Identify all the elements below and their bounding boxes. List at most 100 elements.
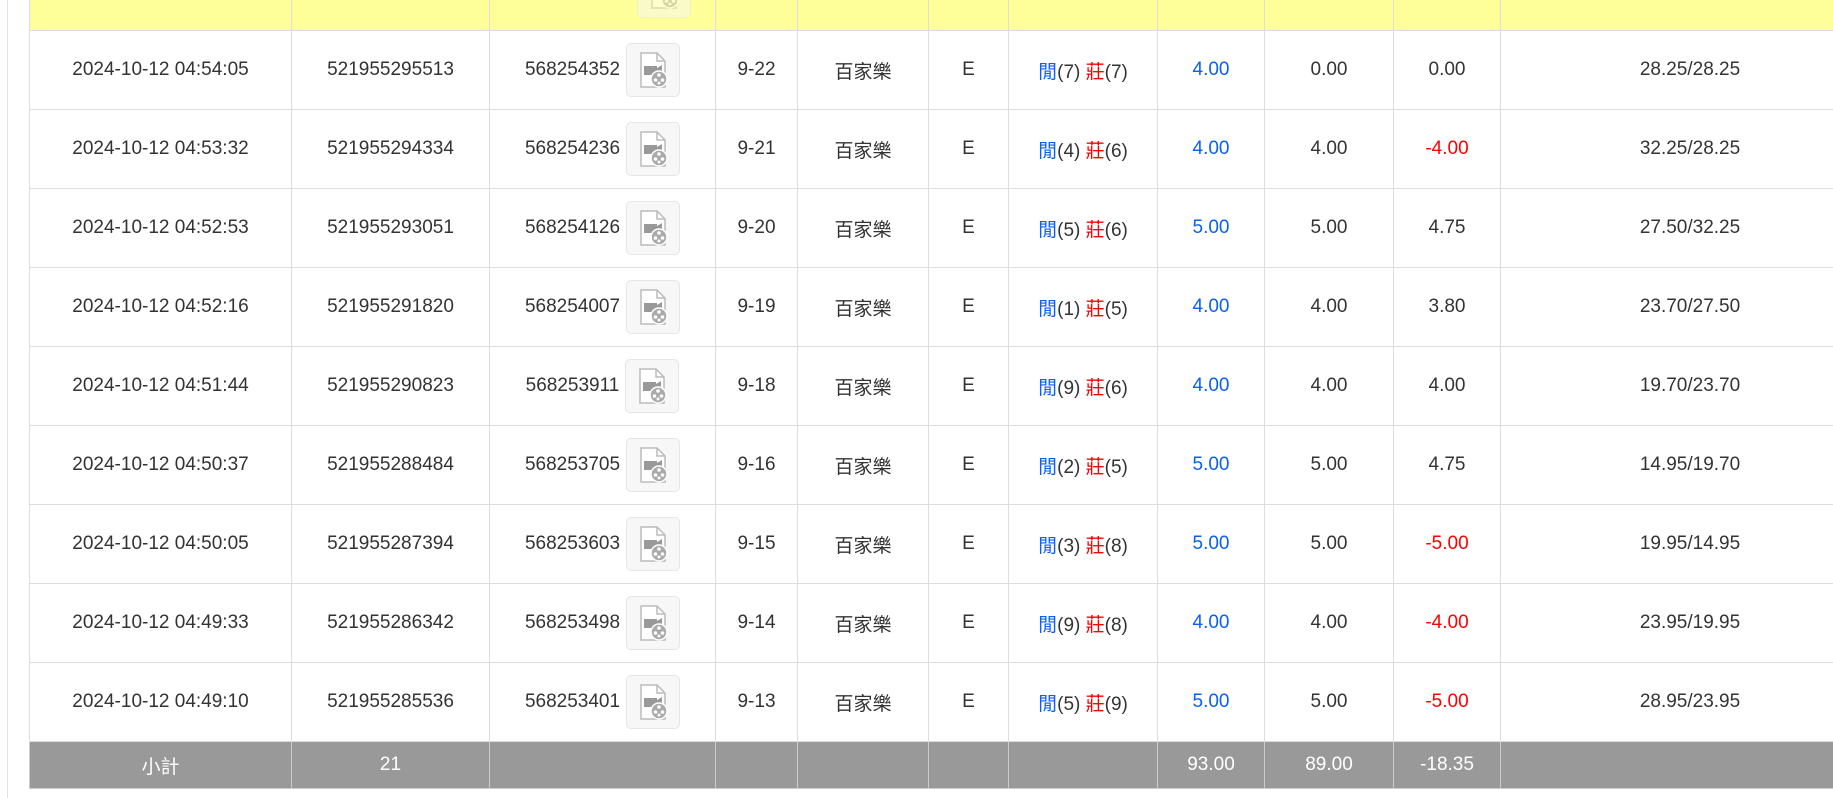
round-id: 568253705 <box>524 454 621 476</box>
balance-before-after: 28.25/28.25 <box>1500 30 1833 110</box>
table-row: 2024-10-12 04:50:37 521955288484 5682537… <box>29 425 1833 505</box>
bet-time: 2024-10-12 04:49:10 <box>29 662 292 742</box>
replay-video-icon[interactable] <box>626 675 681 729</box>
banker-label: 莊 <box>1085 140 1105 162</box>
bet-type: E <box>928 267 1009 347</box>
player-label: 閒 <box>1038 298 1058 320</box>
game-name: 百家樂 <box>797 425 929 505</box>
table-row: 2024-10-12 04:52:53 521955293051 5682541… <box>29 188 1833 268</box>
win-loss: 4.00 <box>1393 346 1501 426</box>
replay-video-icon[interactable] <box>626 201 681 255</box>
player-label: 閒 <box>1038 140 1058 162</box>
banker-points: (7) <box>1104 61 1128 83</box>
banker-label: 莊 <box>1085 456 1105 478</box>
result-cell: 閒(5) 莊(6) <box>1008 188 1158 268</box>
game-name: 百家樂 <box>797 346 929 426</box>
balance-before-after: 14.95/19.70 <box>1500 425 1833 505</box>
player-label: 閒 <box>1038 61 1058 83</box>
table-row: 2024-10-12 04:52:16 521955291820 5682540… <box>29 267 1833 347</box>
player-points: (5) <box>1057 219 1081 241</box>
banker-points: (6) <box>1104 377 1128 399</box>
bet-time: 2024-10-12 04:53:32 <box>29 109 292 189</box>
bet-type: E <box>928 504 1009 584</box>
bet-time: 2024-10-12 04:52:53 <box>29 188 292 268</box>
bet-time: 2024-10-12 04:50:05 <box>29 504 292 584</box>
page-left-border <box>7 0 8 798</box>
game-name: 百家樂 <box>797 662 929 742</box>
replay-video-icon[interactable] <box>637 0 691 18</box>
player-points: (7) <box>1057 61 1081 83</box>
round-id: 568254126 <box>524 217 621 239</box>
bet-time: 2024-10-12 04:51:44 <box>29 346 292 426</box>
table-number: 9-21 <box>715 109 798 189</box>
replay-video-icon[interactable] <box>626 280 681 334</box>
player-points: (9) <box>1057 614 1081 636</box>
player-points: (1) <box>1057 298 1081 320</box>
win-loss: 0.00 <box>1393 30 1501 110</box>
bet-amount: 4.00 <box>1157 30 1265 110</box>
balance-before-after: 23.70/27.50 <box>1500 267 1833 347</box>
bet-type: E <box>928 425 1009 505</box>
bet-time: 2024-10-12 04:54:05 <box>29 30 292 110</box>
balance-before-after: 28.95/23.95 <box>1500 662 1833 742</box>
valid-bet: 4.00 <box>1264 267 1394 347</box>
banker-points: (8) <box>1104 614 1128 636</box>
table-number: 9-18 <box>715 346 798 426</box>
round-id: 568253498 <box>524 612 621 634</box>
bet-amount: 4.00 <box>1157 267 1265 347</box>
banker-label: 莊 <box>1085 219 1105 241</box>
player-points: (4) <box>1057 140 1081 162</box>
subtotal-valid: 89.00 <box>1264 741 1394 789</box>
replay-video-icon[interactable] <box>626 596 681 650</box>
table-number: 9-20 <box>715 188 798 268</box>
replay-video-icon[interactable] <box>626 438 681 492</box>
banker-points: (6) <box>1104 219 1128 241</box>
win-loss: 4.75 <box>1393 188 1501 268</box>
win-loss: -4.00 <box>1393 109 1501 189</box>
player-points: (2) <box>1057 456 1081 478</box>
round-id-cell: 568253705 <box>489 425 716 505</box>
banker-points: (6) <box>1104 140 1128 162</box>
bet-type: E <box>928 109 1009 189</box>
bet-id: 521955286342 <box>291 583 490 663</box>
player-label: 閒 <box>1038 456 1058 478</box>
valid-bet: 0.00 <box>1264 30 1394 110</box>
bet-amount: 5.00 <box>1157 425 1265 505</box>
win-loss: -5.00 <box>1393 504 1501 584</box>
replay-video-icon[interactable] <box>626 517 681 571</box>
table-number: 9-22 <box>715 30 798 110</box>
replay-video-icon[interactable] <box>625 359 680 413</box>
table-number: 9-16 <box>715 425 798 505</box>
table-row: 2024-10-12 04:54:05 521955295513 5682543… <box>29 30 1833 110</box>
bet-id: 521955294334 <box>291 109 490 189</box>
table-row: 2024-10-12 04:50:05 521955287394 5682536… <box>29 504 1833 584</box>
table-number: 9-14 <box>715 583 798 663</box>
player-label: 閒 <box>1038 377 1058 399</box>
player-points: (3) <box>1057 535 1081 557</box>
banker-label: 莊 <box>1085 61 1105 83</box>
win-loss: -5.00 <box>1393 662 1501 742</box>
subtotal-row: 小計 21 93.00 89.00 -18.35 <box>29 741 1833 789</box>
balance-before-after: 32.25/28.25 <box>1500 109 1833 189</box>
subtotal-win-loss: -18.35 <box>1393 741 1501 789</box>
banker-label: 莊 <box>1085 298 1105 320</box>
bet-type: E <box>928 188 1009 268</box>
valid-bet: 4.00 <box>1264 346 1394 426</box>
balance-before-after: 19.95/14.95 <box>1500 504 1833 584</box>
subtotal-count: 21 <box>291 741 490 789</box>
table-row: 2024-10-12 04:49:10 521955285536 5682534… <box>29 662 1833 742</box>
highlighted-row[interactable] <box>29 0 1833 31</box>
round-id-cell: 568253911 <box>489 346 716 426</box>
banker-label: 莊 <box>1085 693 1105 715</box>
bet-amount: 4.00 <box>1157 583 1265 663</box>
valid-bet: 5.00 <box>1264 662 1394 742</box>
banker-label: 莊 <box>1085 614 1105 636</box>
replay-video-icon[interactable] <box>626 122 681 176</box>
bet-id: 521955287394 <box>291 504 490 584</box>
player-label: 閒 <box>1038 535 1058 557</box>
replay-video-icon[interactable] <box>626 43 681 97</box>
bet-amount: 5.00 <box>1157 504 1265 584</box>
bet-amount: 4.00 <box>1157 109 1265 189</box>
player-points: (9) <box>1057 377 1081 399</box>
player-label: 閒 <box>1038 219 1058 241</box>
